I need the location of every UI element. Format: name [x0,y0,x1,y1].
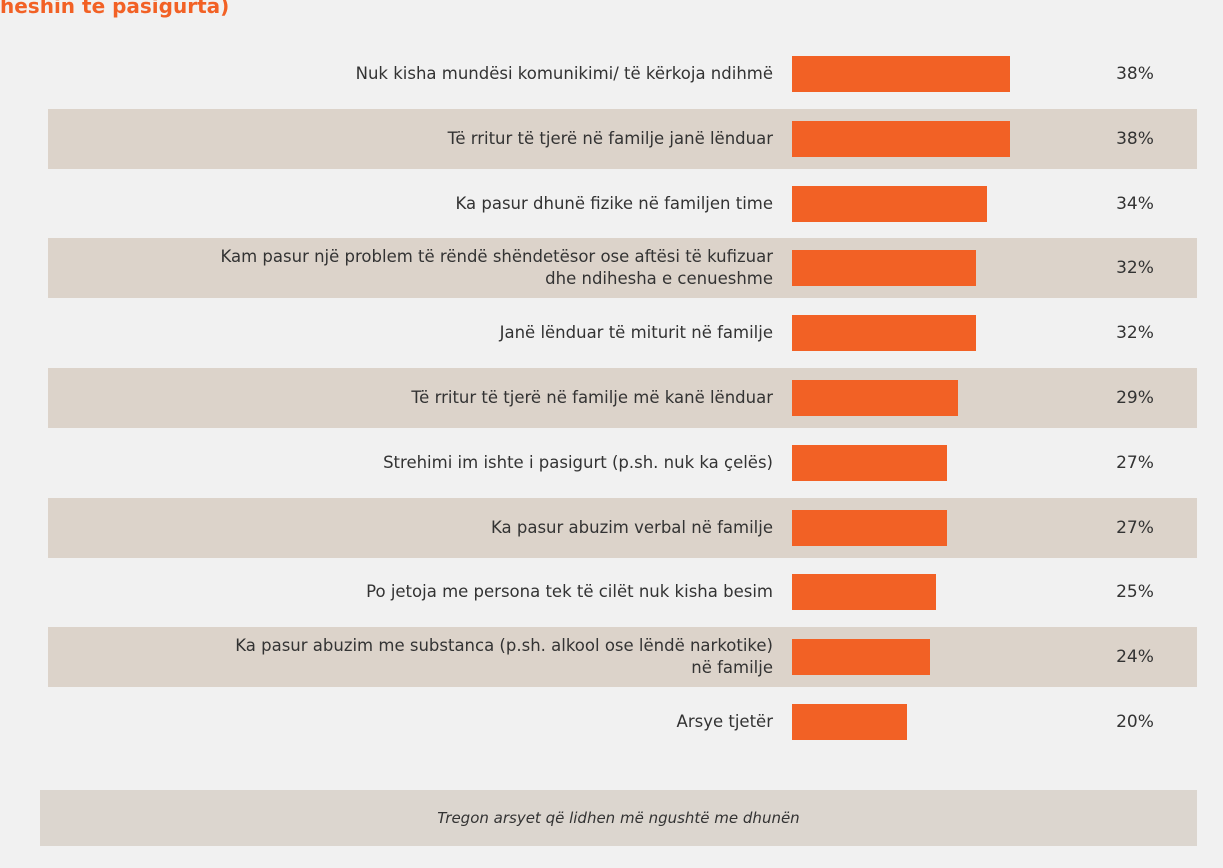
category-label: Po jetoja me persona tek të cilët nuk ki… [366,582,773,602]
bar [792,250,976,287]
value-label: 24% [1116,647,1154,668]
value-label: 27% [1116,452,1154,473]
category-label: Ka pasur dhunë fizike në familjen time [455,193,773,213]
category-label: Janë lënduar të miturit në familje [499,323,773,343]
row-band [48,627,1197,688]
value-label: 20% [1116,712,1154,732]
category-label: Strehimi im ishte i pasigurt (p.sh. nuk … [383,452,773,472]
category-label: Ka pasur abuzim verbal në familje [490,517,773,537]
bar [792,509,947,546]
category-label: Të rritur të tjerë në familje janë lëndu… [447,128,773,148]
row-band [48,238,1197,299]
bar [792,444,947,481]
bar [792,574,936,611]
bar [792,704,907,740]
value-label: 27% [1116,517,1154,538]
bar [792,315,976,352]
bar [792,56,1011,92]
bar [792,639,930,676]
value-label: 29% [1116,388,1154,408]
category-label: Arsye tjetër [676,712,773,731]
bar [792,380,959,416]
bar [792,120,1011,157]
category-label: Të rritur të tjerë në familje më kanë lë… [411,388,773,407]
value-label: 34% [1116,193,1154,214]
value-label: 32% [1116,323,1154,344]
bar [792,185,988,222]
category-label: Ka pasur abuzim me substanca (p.sh. alko… [235,636,773,678]
category-label: Kam pasur një problem të rëndë shëndetës… [220,247,773,289]
chart-title: heshin të pasigurta) [0,0,230,18]
note: Tregon arsyet që lidhen më ngushtë me dh… [437,809,800,827]
note-box [40,790,1197,846]
value-label: 32% [1116,258,1154,279]
value-label: 25% [1116,582,1154,603]
row-band [48,497,1197,558]
value-label: 38% [1116,128,1154,149]
category-label: Nuk kisha mundësi komunikimi/ të kërkoja… [355,64,773,83]
row-band [48,368,1197,428]
value-label: 38% [1116,64,1154,84]
